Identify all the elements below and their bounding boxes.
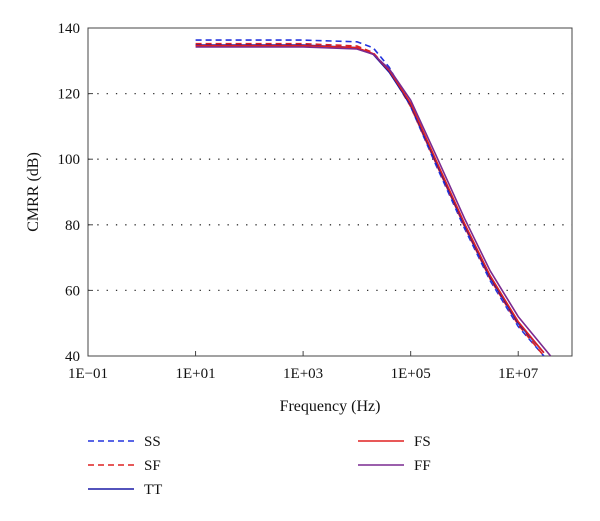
series-line-ss: [195, 39, 545, 356]
series-lines: [195, 39, 552, 356]
x-tick-label: 1E+03: [283, 366, 323, 382]
legend-label-tt: TT: [144, 482, 162, 498]
y-tick-label: 100: [58, 152, 81, 168]
grid-lines: [88, 92, 572, 292]
y-axis-title: CMRR (dB): [25, 152, 42, 232]
legend-label-ff: FF: [414, 458, 431, 474]
x-tick-label: 1E+01: [175, 366, 215, 382]
y-tick-label: 120: [58, 87, 81, 103]
series-line-ff: [195, 46, 552, 356]
legend: SS SF TT FS FF: [88, 434, 431, 498]
y-tick-label: 140: [58, 21, 81, 37]
x-tick-label: 1E−01: [68, 366, 108, 382]
axis-ticks: 40 60 80 100 120 140 1E−01 1E+01 1E+03 1E+05 1E+07: [58, 21, 539, 382]
plot-frame: [87, 27, 573, 357]
legend-label-fs: FS: [414, 434, 431, 450]
legend-label-ss: SS: [144, 434, 161, 450]
x-tick-label: 1E+07: [498, 366, 539, 382]
y-tick-label: 60: [65, 283, 80, 299]
y-tick-label: 80: [65, 218, 80, 234]
y-tick-label: 40: [65, 349, 80, 365]
legend-label-sf: SF: [144, 458, 161, 474]
x-tick-label: 1E+05: [391, 366, 431, 382]
x-axis-title: Frequency (Hz): [280, 398, 381, 415]
series-line-fs: [195, 44, 545, 354]
